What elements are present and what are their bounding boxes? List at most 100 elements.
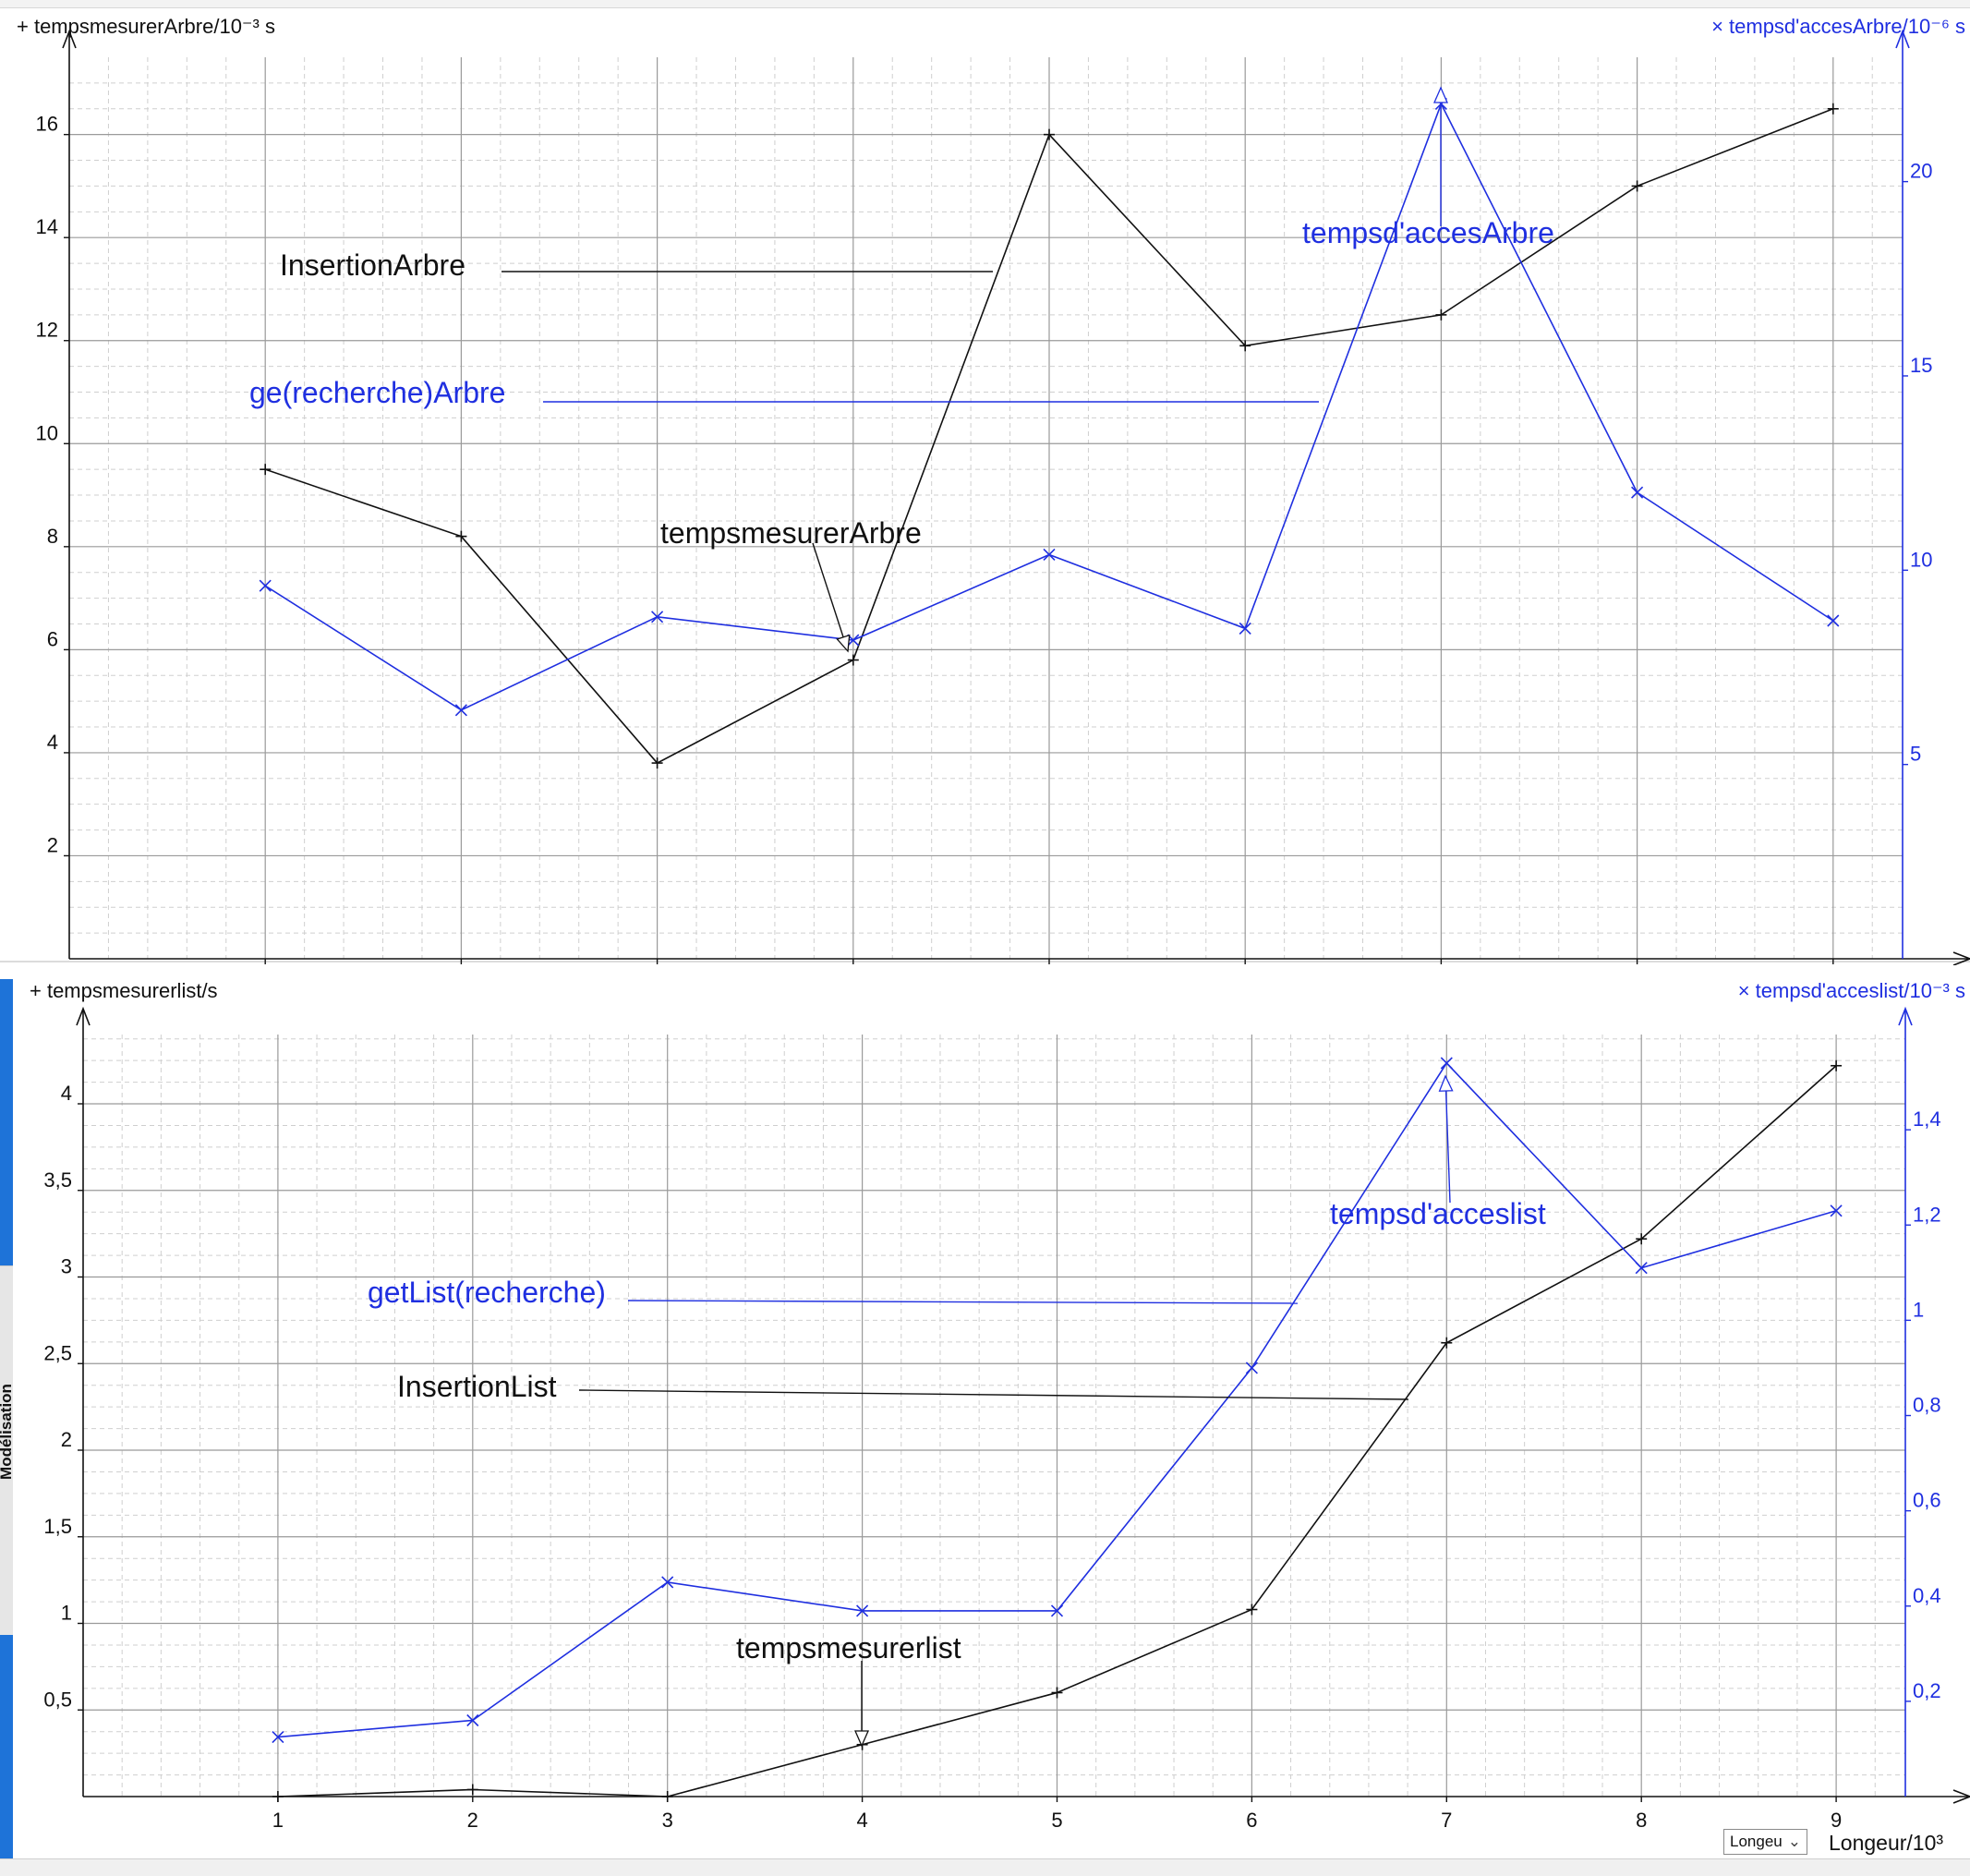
arbre-y-left-tick-label: 14 [36,215,58,238]
list-point-tempsmesurerlist [1051,1687,1063,1699]
arbre-annotation-arrow-line [812,542,849,652]
list-y-left-tick-label: 3 [61,1255,72,1278]
list-point-tempsd'acceslist [856,1604,869,1617]
list-y-left-tick-label: 1,5 [43,1515,72,1538]
list-y-left-tick-label: 1 [61,1602,72,1625]
list-y-left-tick-label: 4 [61,1082,72,1105]
arbre-point-tempsmesurerArbre [260,464,272,476]
arbre-point-tempsmesurerArbre [455,530,467,542]
arbre-x-axis-arrow [1952,951,1970,965]
arbre-point-tempsmesurerArbre [847,654,859,666]
top-toolbar-strip [0,0,1970,8]
arbre-point-tempsmesurerArbre [1044,128,1055,140]
list-y-right-axis-arrow [1898,1006,1913,1026]
list-point-tempsmesurerlist [661,1791,673,1802]
list-x-tick-label: 6 [1246,1809,1257,1832]
list-x-tick-label: 5 [1051,1809,1062,1832]
list-y-right-tick-label: 1,2 [1913,1203,1941,1226]
arbre-y-right-tick-label: 10 [1910,548,1932,571]
list-y-right-tick-label: 1,4 [1913,1107,1941,1131]
arbre-annotation-label: InsertionArbre [280,248,465,282]
list-point-tempsd'acceslist [272,1730,284,1744]
arbre-point-tempsmesurerArbre [1435,309,1447,321]
list-x-tick-label: 8 [1636,1809,1647,1832]
arbre-y-left-tick-label: 16 [36,113,58,136]
arbre-y-left-tick-label: 12 [36,319,58,342]
arbre-y-left-tick-label: 4 [47,731,58,754]
list-x-axis-arrow [1952,1789,1970,1804]
list-x-tick-label: 3 [662,1809,673,1832]
arbre-annotation-arrow-head [1433,86,1448,103]
arbre-y-right-tick-label: 5 [1910,743,1921,766]
arbre-y-right-title: × tempsd'accesArbre/10⁻⁶ s [1711,15,1965,38]
list-annotation-leader [578,1389,1409,1400]
list-point-tempsmesurerlist [1636,1233,1648,1245]
arbre-point-tempsd'accesArbre [1239,622,1251,635]
chart-list[interactable]: 1 2 3 4 5 6 7 8 9 0,5 1 1,5 2 2,5 3 3,5 4 0,2 0,4 0,6 0,8 1 1,… [0,961,1970,1875]
arbre-annotation-label: ge(recherche)Arbre [249,376,505,409]
list-annotation-arrow-line [1444,1075,1451,1204]
arbre-point-tempsmesurerArbre [651,757,663,769]
list-x-tick-label: 7 [1441,1809,1452,1832]
list-y-left-tick-label: 2,5 [43,1341,72,1364]
arbre-y-left-tick-label: 6 [47,627,58,650]
arbre-y-right-axis-arrow [1895,29,1910,49]
side-panel-tab[interactable] [0,979,13,1875]
arbre-point-tempsd'accesArbre [651,611,664,623]
list-annotation-label: getList(recherche) [368,1276,606,1309]
arbre-annotation-label: tempsd'accesArbre [1302,216,1554,249]
list-y-right-tick-label: 0,8 [1913,1394,1941,1417]
list-point-tempsd'acceslist [1050,1604,1064,1617]
arbre-y-right-tick-label: 20 [1910,160,1932,183]
chart-arbre[interactable]: 1234567892468101214165101520+ tempsmesur… [0,0,1970,965]
arbre-point-tempsd'accesArbre [1043,548,1056,562]
side-tab-accent-top [0,979,13,1265]
arbre-point-tempsmesurerArbre [1239,340,1251,352]
list-x-tick-label: 2 [467,1809,478,1832]
list-y-left-tick-label: 3,5 [43,1168,72,1192]
arbre-point-tempsmesurerArbre [1631,180,1643,192]
list-x-tick-label: 9 [1831,1809,1842,1832]
list-x-tick-label: 1 [272,1809,284,1832]
list-point-tempsmesurerlist [466,1784,478,1796]
panel-divider [0,961,1970,962]
list-annotation-label: tempsd'acceslist [1330,1197,1546,1230]
arbre-point-tempsmesurerArbre [1827,103,1839,115]
list-annotation-arrow-head [854,1730,869,1748]
list-y-right-tick-label: 0,6 [1913,1489,1941,1512]
list-point-tempsd'acceslist [1830,1204,1843,1217]
arbre-annotation-arrow-head [836,634,851,653]
x-axis-select-value: Longeu [1730,1833,1783,1850]
list-point-tempsmesurerlist [1246,1604,1258,1616]
list-y-right-tick-label: 0,4 [1913,1584,1941,1607]
list-y-left-axis-arrow [76,1006,91,1026]
list-y-left-title: + tempsmesurerlist/s [30,979,218,1002]
list-y-left-tick-label: 0,5 [43,1688,72,1711]
list-point-tempsmesurerlist [272,1791,284,1802]
list-point-tempsd'acceslist [466,1713,479,1727]
arbre-point-tempsd'accesArbre [454,704,467,717]
list-annotation-arrow-head [1438,1074,1454,1092]
arbre-y-left-axis-arrow [62,29,77,49]
list-y-right-title: × tempsd'acceslist/10⁻³ s [1738,979,1965,1002]
arbre-point-tempsd'accesArbre [259,579,272,592]
arbre-y-left-title: + tempsmesurerArbre/10⁻³ s [17,15,275,38]
list-point-tempsd'acceslist [1440,1057,1453,1070]
list-y-left-tick-label: 2 [61,1428,72,1451]
list-point-tempsd'acceslist [661,1576,674,1589]
list-point-tempsd'acceslist [1245,1362,1258,1374]
arbre-point-tempsd'accesArbre [1631,486,1644,499]
x-axis-variable-select[interactable]: Longeu ⌄ [1723,1829,1807,1855]
arbre-y-left-tick-label: 10 [36,421,58,444]
arbre-y-right-tick-label: 15 [1910,354,1932,377]
list-x-tick-label: 4 [856,1809,867,1832]
side-tab-accent-bottom [0,1635,13,1875]
list-point-tempsmesurerlist [1441,1337,1453,1349]
list-point-tempsmesurerlist [1831,1059,1843,1071]
list-y-right-tick-label: 0,2 [1913,1679,1941,1702]
list-x-axis-title: Longeur/10³ [1829,1831,1943,1855]
arbre-point-tempsd'accesArbre [1827,614,1840,627]
list-annotation-label: tempsmesurerlist [736,1631,961,1664]
list-y-right-tick-label: 1 [1913,1298,1924,1321]
